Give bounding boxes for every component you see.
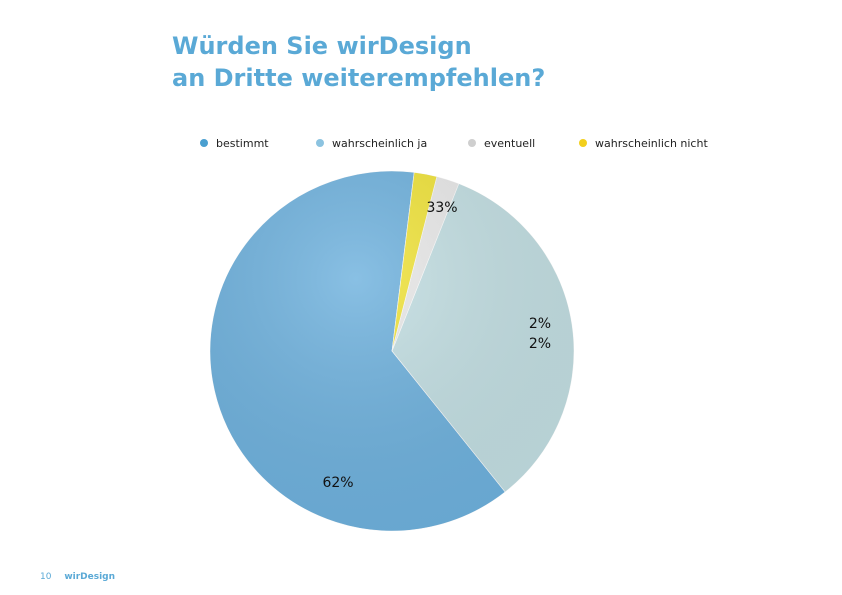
chart-title-line-2: an Dritte weiterempfehlen? xyxy=(172,64,546,92)
legend-label-wahrscheinlich-ja: wahrscheinlich ja xyxy=(332,136,428,150)
chart-title: Würden Sie wirDesign an Dritte weiteremp… xyxy=(172,30,545,94)
pie-label-bestimmt: 62% xyxy=(322,475,353,491)
pie-slices xyxy=(209,170,575,532)
chart-title-line-1: Würden Sie wirDesign xyxy=(172,32,472,60)
legend-item-wahrscheinlich-ja: wahrscheinlich ja xyxy=(316,134,427,152)
legend-swatch-eventuell xyxy=(468,139,476,147)
legend-swatch-bestimmt xyxy=(200,139,208,147)
legend-item-bestimmt: bestimmt xyxy=(200,134,269,152)
page-number: 10 xyxy=(40,572,52,582)
legend-item-eventuell: eventuell xyxy=(468,134,535,152)
footer: 10 wirDesign xyxy=(40,572,115,582)
pie-label-wahrscheinlich-nicht: 2% xyxy=(529,336,551,352)
pie-label-eventuell: 2% xyxy=(529,316,551,332)
legend-label-wahrscheinlich-nicht: wahrscheinlich nicht xyxy=(595,136,708,150)
legend-swatch-wahrscheinlich-ja xyxy=(316,139,324,147)
legend-swatch-wahrscheinlich-nicht xyxy=(579,139,587,147)
pie-label-wahrscheinlich-ja: 33% xyxy=(426,200,457,216)
footer-brand: wirDesign xyxy=(64,572,116,582)
legend: bestimmt wahrscheinlich ja eventuell wah… xyxy=(200,134,720,152)
pie-labels: 62% 33% 2% 2% xyxy=(322,200,551,491)
legend-label-bestimmt: bestimmt xyxy=(216,136,269,150)
legend-label-eventuell: eventuell xyxy=(484,136,536,150)
legend-item-wahrscheinlich-nicht: wahrscheinlich nicht xyxy=(579,134,708,152)
